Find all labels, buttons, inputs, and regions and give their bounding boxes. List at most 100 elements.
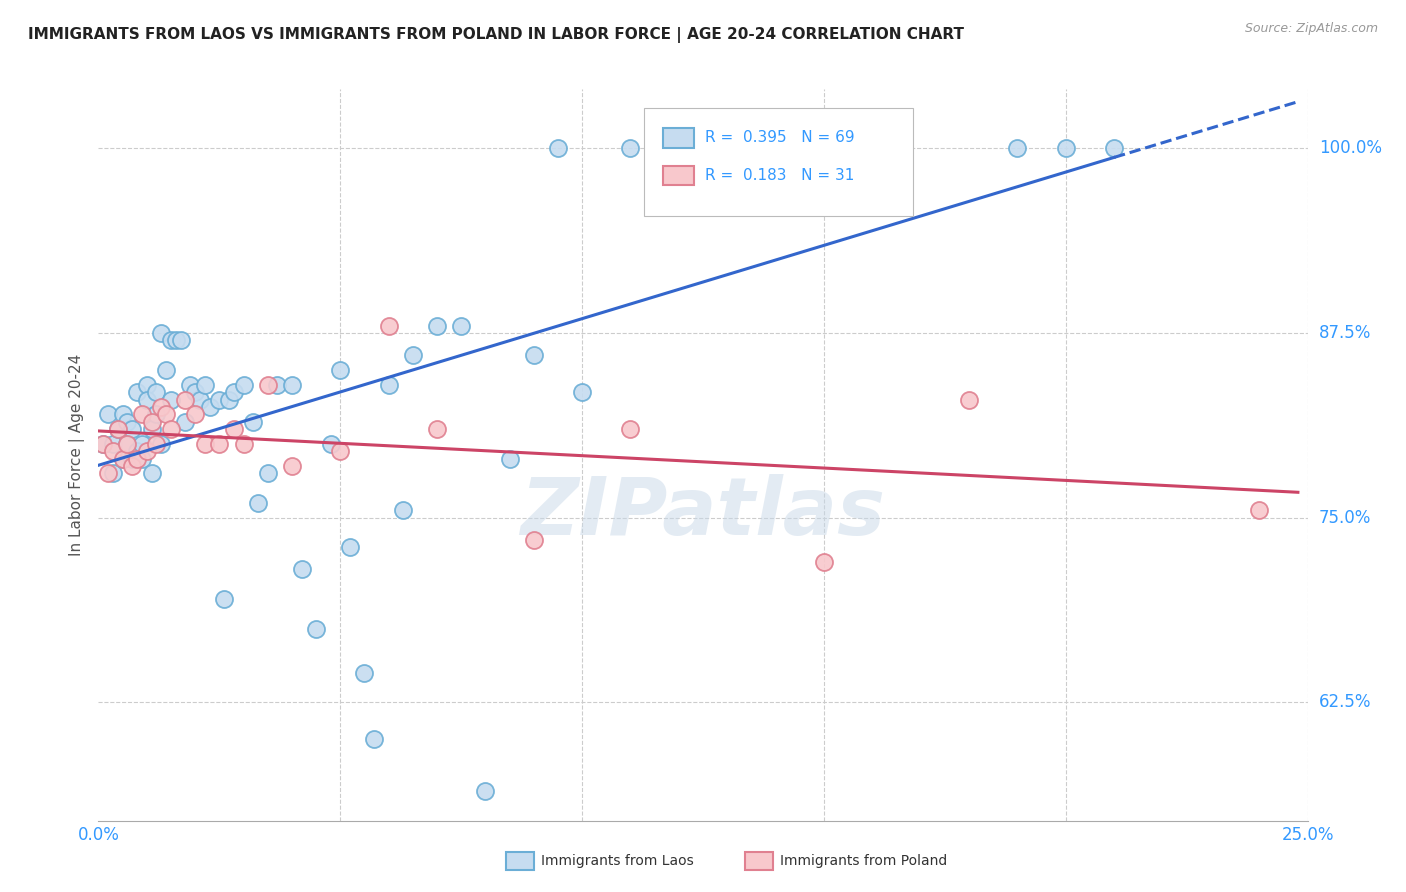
Point bbox=[218, 392, 240, 407]
Point bbox=[150, 326, 173, 340]
Point bbox=[247, 496, 270, 510]
Point bbox=[363, 732, 385, 747]
Point bbox=[426, 318, 449, 333]
Point bbox=[174, 415, 197, 429]
Point bbox=[160, 334, 183, 348]
Point bbox=[232, 437, 254, 451]
Text: ZIPatlas: ZIPatlas bbox=[520, 475, 886, 552]
Point bbox=[101, 437, 124, 451]
Point bbox=[523, 348, 546, 362]
Point bbox=[571, 385, 593, 400]
Point bbox=[107, 422, 129, 436]
Point bbox=[97, 407, 120, 421]
Point bbox=[232, 377, 254, 392]
Point bbox=[281, 377, 304, 392]
Text: R =  0.183   N = 31: R = 0.183 N = 31 bbox=[704, 168, 855, 183]
Point bbox=[131, 407, 153, 421]
Point bbox=[212, 592, 235, 607]
Point bbox=[117, 437, 139, 451]
Point bbox=[141, 467, 163, 481]
Point bbox=[135, 444, 157, 458]
Point bbox=[319, 437, 342, 451]
Point bbox=[194, 377, 217, 392]
Point bbox=[1007, 141, 1029, 155]
Point bbox=[353, 665, 375, 680]
Point bbox=[160, 392, 183, 407]
Point bbox=[256, 377, 278, 392]
Point bbox=[222, 385, 245, 400]
Point bbox=[339, 541, 361, 555]
Point bbox=[141, 415, 163, 429]
Point bbox=[426, 422, 449, 436]
Point bbox=[498, 451, 520, 466]
Point bbox=[813, 555, 835, 569]
Point bbox=[145, 385, 167, 400]
Point bbox=[377, 377, 399, 392]
Point bbox=[111, 451, 134, 466]
Point bbox=[121, 458, 143, 473]
Point bbox=[290, 562, 312, 576]
Point bbox=[1102, 141, 1125, 155]
Point bbox=[165, 334, 187, 348]
Point bbox=[619, 422, 641, 436]
Point bbox=[860, 141, 883, 155]
Point bbox=[184, 385, 207, 400]
Point bbox=[150, 400, 173, 414]
Point bbox=[97, 467, 120, 481]
Point bbox=[150, 437, 173, 451]
Point bbox=[184, 407, 207, 421]
Text: R =  0.395   N = 69: R = 0.395 N = 69 bbox=[704, 130, 855, 145]
Text: 87.5%: 87.5% bbox=[1319, 324, 1371, 342]
Point bbox=[668, 141, 690, 155]
Point bbox=[127, 444, 149, 458]
Point bbox=[450, 318, 472, 333]
Point bbox=[117, 415, 139, 429]
Point bbox=[101, 467, 124, 481]
Point bbox=[174, 392, 197, 407]
Point bbox=[127, 385, 149, 400]
Text: IMMIGRANTS FROM LAOS VS IMMIGRANTS FROM POLAND IN LABOR FORCE | AGE 20-24 CORREL: IMMIGRANTS FROM LAOS VS IMMIGRANTS FROM … bbox=[28, 27, 965, 43]
Point bbox=[1054, 141, 1077, 155]
Point bbox=[188, 392, 211, 407]
Point bbox=[619, 141, 641, 155]
Point bbox=[91, 437, 114, 451]
Point bbox=[523, 533, 546, 547]
Point bbox=[179, 377, 201, 392]
Point bbox=[131, 451, 153, 466]
Text: Immigrants from Poland: Immigrants from Poland bbox=[780, 854, 948, 868]
Point bbox=[141, 422, 163, 436]
Point bbox=[208, 437, 231, 451]
Point bbox=[1249, 503, 1271, 517]
Point bbox=[127, 451, 149, 466]
Point bbox=[813, 141, 835, 155]
Point bbox=[101, 444, 124, 458]
Point bbox=[392, 503, 415, 517]
Point bbox=[242, 415, 264, 429]
Point bbox=[91, 437, 114, 451]
Point bbox=[160, 422, 183, 436]
Point bbox=[474, 784, 496, 798]
Text: Source: ZipAtlas.com: Source: ZipAtlas.com bbox=[1244, 22, 1378, 36]
Point bbox=[716, 141, 738, 155]
Point bbox=[145, 437, 167, 451]
Point bbox=[131, 437, 153, 451]
Point bbox=[117, 437, 139, 451]
Point bbox=[377, 318, 399, 333]
Point bbox=[135, 392, 157, 407]
Point bbox=[145, 407, 167, 421]
Point bbox=[329, 444, 352, 458]
Point bbox=[111, 407, 134, 421]
Point bbox=[121, 451, 143, 466]
Point bbox=[155, 407, 177, 421]
Text: 100.0%: 100.0% bbox=[1319, 139, 1382, 157]
Point bbox=[281, 458, 304, 473]
Point bbox=[329, 363, 352, 377]
Point bbox=[305, 622, 328, 636]
Text: 62.5%: 62.5% bbox=[1319, 693, 1371, 712]
Point bbox=[547, 141, 569, 155]
Point bbox=[111, 451, 134, 466]
Point bbox=[155, 363, 177, 377]
Point bbox=[222, 422, 245, 436]
Text: Immigrants from Laos: Immigrants from Laos bbox=[541, 854, 695, 868]
Point bbox=[121, 422, 143, 436]
